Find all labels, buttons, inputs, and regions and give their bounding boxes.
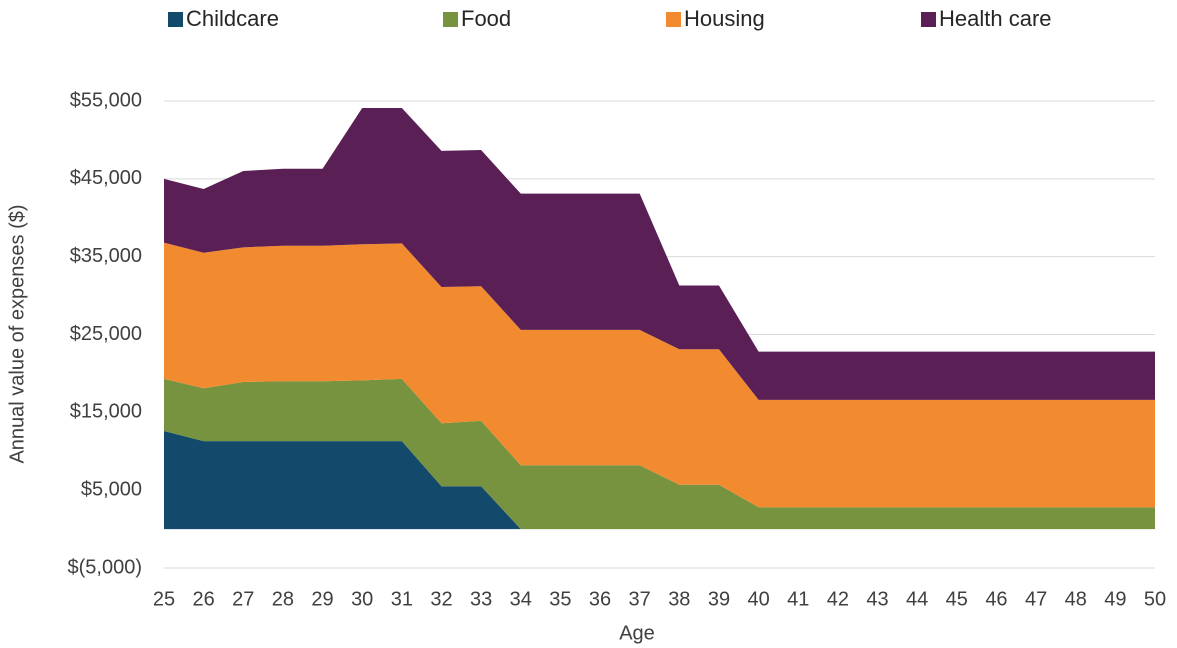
y-tick-label: $(5,000) (68, 556, 143, 578)
x-tick-label: 34 (510, 588, 532, 610)
area (164, 242, 1155, 508)
legend-label: Childcare (186, 6, 279, 31)
y-axis-label: Annual value of expenses ($) (6, 204, 28, 463)
y-tick-label: $15,000 (70, 401, 142, 423)
x-tick-label: 42 (827, 588, 849, 610)
x-tick-label: 35 (549, 588, 571, 610)
legend-label: Food (461, 6, 511, 31)
legend-swatch (168, 12, 183, 27)
x-tick-label: 47 (1025, 588, 1047, 610)
x-tick-label: 31 (391, 588, 413, 610)
area (164, 378, 1155, 530)
x-tick-label: 41 (787, 588, 809, 610)
legend-swatch (443, 12, 458, 27)
x-tick-label: 26 (193, 588, 215, 610)
x-tick-label: 40 (747, 588, 769, 610)
x-tick-label: 46 (985, 588, 1007, 610)
y-tick-label: $55,000 (70, 89, 142, 111)
legend-swatch (921, 12, 936, 27)
area (164, 431, 1155, 530)
legend-swatch (666, 12, 681, 27)
x-tick-label: 39 (708, 588, 730, 610)
x-tick-label: 38 (668, 588, 690, 610)
x-axis-label: Age (619, 622, 655, 644)
x-tick-label: 30 (351, 588, 373, 610)
x-tick-label: 27 (232, 588, 254, 610)
y-tick-label: $35,000 (70, 245, 142, 267)
x-tick-label: 25 (153, 588, 175, 610)
x-tick-label: 36 (589, 588, 611, 610)
legend-label: Health care (939, 6, 1052, 31)
x-tick-label: 37 (629, 588, 651, 610)
x-tick-label: 48 (1065, 588, 1087, 610)
x-tick-label: 44 (906, 588, 928, 610)
x-tick-label: 50 (1144, 588, 1166, 610)
x-tick-label: 28 (272, 588, 294, 610)
y-tick-label: $25,000 (70, 323, 142, 345)
legend-label: Housing (684, 6, 765, 31)
area (164, 108, 1155, 400)
x-tick-label: 32 (430, 588, 452, 610)
y-tick-label: $5,000 (81, 478, 142, 500)
y-tick-label: $45,000 (70, 167, 142, 189)
x-tick-label: 49 (1104, 588, 1126, 610)
x-tick-label: 45 (946, 588, 968, 610)
x-tick-label: 43 (866, 588, 888, 610)
x-tick-label: 29 (311, 588, 333, 610)
x-tick-label: 33 (470, 588, 492, 610)
